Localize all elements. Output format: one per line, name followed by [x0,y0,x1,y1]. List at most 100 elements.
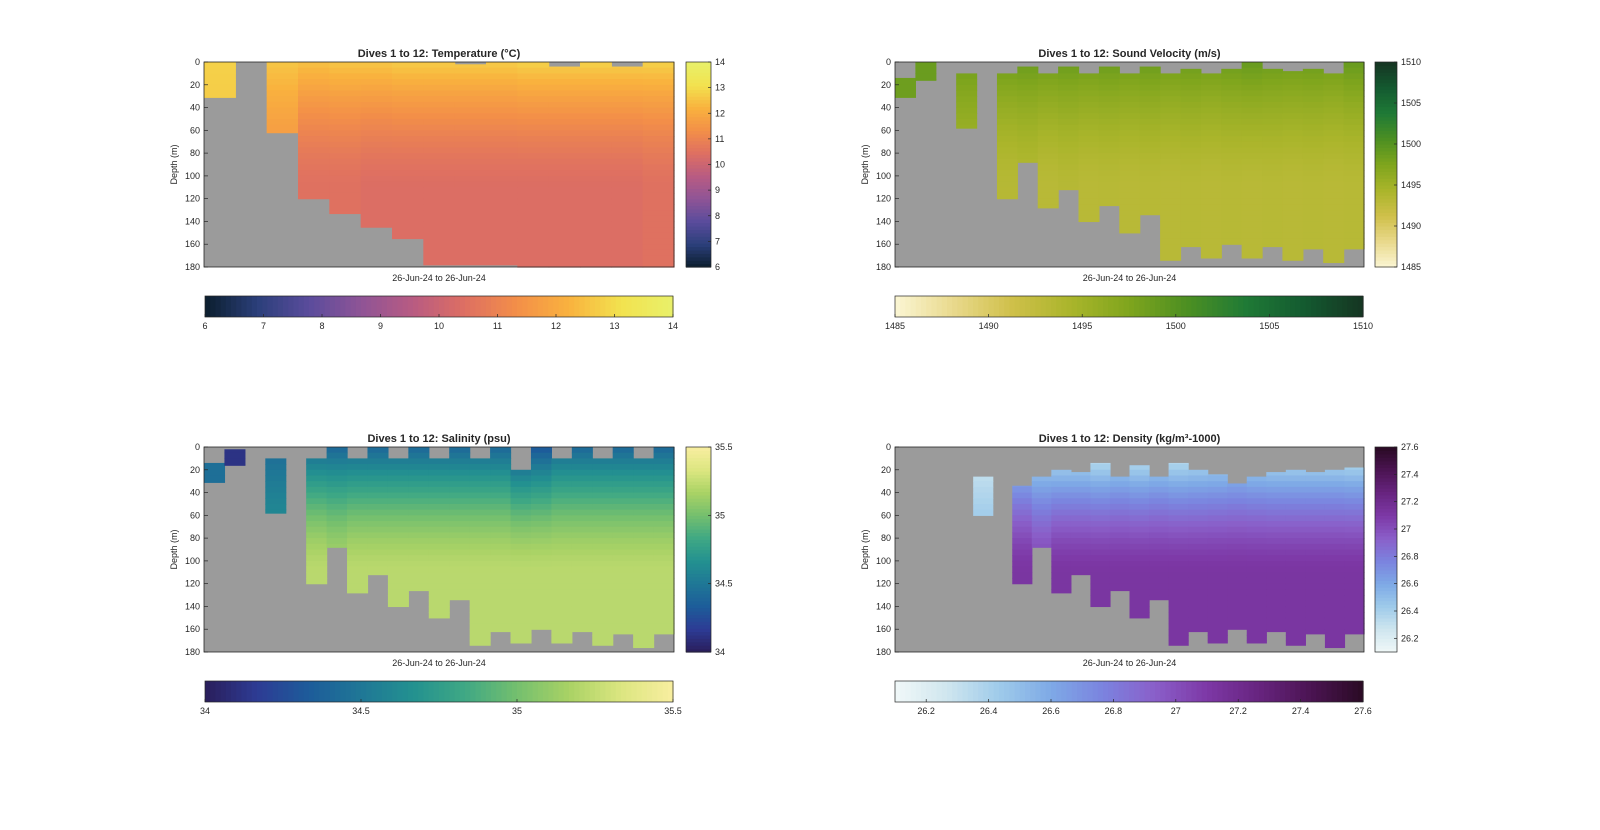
heatmap-cell [1323,79,1345,86]
heatmap-cell [1285,492,1306,499]
heatmap-cell [392,107,424,114]
y-tick-label: 0 [886,442,891,452]
heatmap-cell [1200,181,1222,188]
heatmap-cell [1262,130,1284,137]
heatmap-cell [1227,526,1248,534]
heatmap-cell [633,617,655,625]
heatmap-cell [1323,73,1345,80]
heatmap-cell [454,101,487,109]
colorbar-swatch [686,99,711,104]
colorbar-swatch [262,681,268,702]
heatmap-cell [1188,526,1209,534]
heatmap-cell [611,113,644,120]
heatmap-cell [517,90,550,97]
heatmap-cell [1282,255,1304,261]
heatmap-cell [347,555,369,562]
heatmap-cell [1324,595,1346,602]
colorbar-swatch [1155,296,1161,317]
heatmap-cell [1262,79,1284,86]
heatmap-cell [1200,175,1222,183]
colorbar-tick-label: 1510 [1401,57,1421,67]
colorbar-swatch [999,296,1005,317]
heatmap-cell [454,198,487,205]
heatmap-cell [571,589,593,596]
heatmap-cell [1119,158,1141,166]
heatmap-cell [1119,181,1141,188]
heatmap-cell [1241,249,1263,257]
heatmap-cell [1160,232,1182,240]
heatmap-cell [551,612,573,619]
colorbar-swatch [931,296,938,317]
heatmap-cell [469,503,491,511]
heatmap-cell [1012,526,1033,534]
heatmap-cell [469,549,491,556]
heatmap-cell [392,118,424,126]
heatmap-cell [1266,577,1287,585]
heatmap-cell [392,136,424,143]
heatmap-cell [1282,215,1304,223]
heatmap-cell [1129,521,1150,528]
heatmap-cell [571,532,593,539]
heatmap-cell [1246,629,1267,636]
heatmap-cell [1129,577,1150,585]
heatmap-cell [1168,583,1189,590]
heatmap-cell [1323,107,1345,114]
heatmap-cell [633,629,655,636]
heatmap-cell [571,629,593,633]
heatmap-cell [510,538,532,545]
heatmap-cell [548,170,581,177]
colorbar-swatch [621,681,627,702]
colorbar-swatch [1375,634,1397,639]
heatmap-cell [1285,566,1306,573]
heatmap-cell [1305,486,1326,494]
heatmap-cell [1285,475,1306,482]
heatmap-cell [1305,555,1326,562]
heatmap-cell [1012,515,1033,522]
heatmap-cell [490,560,512,568]
heatmap-cell [1207,474,1228,477]
colorbar-swatch [686,488,711,493]
colorbar-swatch [210,681,216,702]
colorbar-swatch [947,681,953,702]
heatmap-column [1285,469,1306,646]
colorbar-swatch [501,681,508,702]
colorbar-swatch [686,82,711,87]
heatmap-cell [486,175,518,183]
heatmap-cell [551,532,573,539]
colorbar-swatch [1375,116,1397,121]
heatmap-cell [1285,521,1306,528]
heatmap-cell [517,107,550,114]
heatmap-cell [1098,113,1120,120]
colorbar-swatch [1025,681,1031,702]
heatmap-cell [329,136,362,143]
heatmap-cell [387,543,409,551]
heatmap-cell [1305,577,1326,585]
heatmap-cell [611,73,644,80]
colorbar-swatch [1170,681,1177,702]
colorbar-swatch [1103,681,1109,702]
colorbar-swatch [1337,296,1343,317]
y-tick-label: 100 [876,556,891,566]
heatmap-cell [1246,589,1267,596]
heatmap-cell [266,73,299,80]
heatmap-cell [1031,543,1052,548]
heatmap-cell [360,124,393,131]
heatmap-cell [1282,73,1304,80]
colorbar-swatch [1375,583,1397,588]
heatmap-column [204,62,236,98]
heatmap-cell [1241,255,1263,259]
heatmap-cell [1129,555,1150,562]
heatmap-cell [1078,210,1100,217]
heatmap-cell [490,447,512,454]
heatmap-cell [548,221,581,228]
heatmap-cell [1129,566,1150,573]
colorbar-swatch [517,681,523,702]
heatmap-cell [611,147,644,154]
heatmap-cell [265,475,287,482]
heatmap-cell [1285,498,1306,505]
colorbar-swatch [1274,296,1281,317]
heatmap-cell [1129,543,1150,551]
colorbar-swatch [1025,296,1031,317]
heatmap-cell [1207,503,1228,511]
heatmap-cell [1266,543,1287,551]
